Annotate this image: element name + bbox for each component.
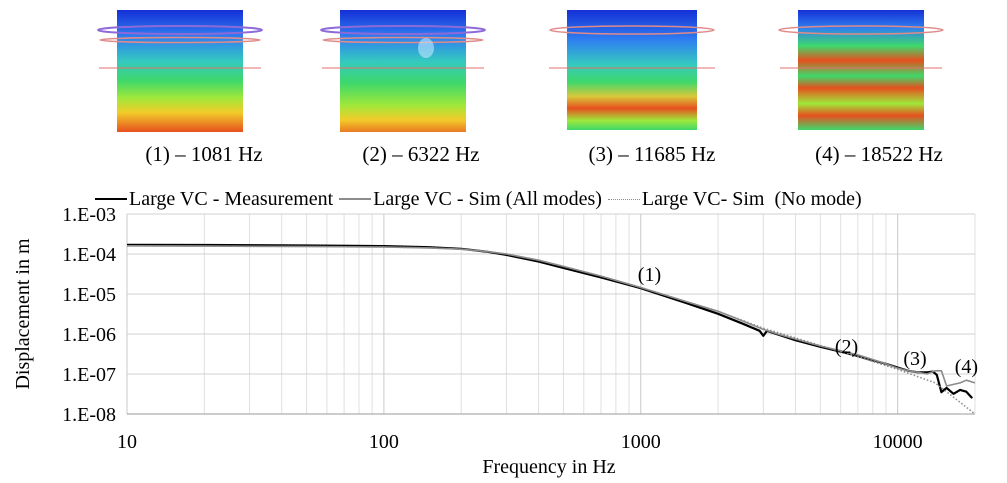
mode-annotation-1: (1): [638, 264, 661, 286]
legend-swatch-sim-all-modes: [339, 198, 372, 200]
mode-1-panel: [89, 0, 319, 176]
chart-series: [126, 243, 976, 415]
mode-2-panel: [306, 0, 536, 176]
mode-annotation-2: (2): [835, 336, 858, 358]
legend-swatch-measurement: [95, 198, 127, 200]
legend-swatch-sim-no-mode: [607, 198, 640, 200]
x-tick-label: 10000: [873, 431, 923, 453]
chart-grid: [126, 213, 976, 415]
y-tick-label: 1.E-05: [62, 284, 116, 306]
mode-3-caption: (3) – 11685 Hz: [588, 142, 716, 166]
mode-4-shape-image: [778, 10, 944, 130]
x-tick-label: 100: [369, 431, 399, 453]
y-tick-label: 1.E-08: [62, 404, 116, 426]
mode-3-shape-image: [549, 10, 715, 130]
mode-4-panel: [764, 0, 994, 176]
mode-annotation-3: (3): [903, 348, 926, 370]
y-tick-label: 1.E-06: [62, 324, 116, 346]
mode-1-shape-image: [97, 10, 263, 132]
y-tick-label: 1.E-03: [62, 205, 116, 226]
x-tick-label: 10: [117, 431, 137, 453]
legend-item-sim-all-modes: Large VC - Sim (All modes): [339, 188, 602, 211]
mode-annotation-4: (4): [955, 356, 978, 378]
y-axis-title: Displacement in m: [12, 238, 34, 390]
mode-4-caption: (4) – 18522 Hz: [815, 142, 943, 166]
mode-2-caption: (2) – 6322 Hz: [362, 142, 480, 166]
y-tick-label: 1.E-07: [62, 364, 116, 386]
mode-2-shape-image: [320, 10, 486, 132]
legend-label-sim-all-modes: Large VC - Sim (All modes): [373, 187, 602, 210]
legend-label-measurement: Large VC - Measurement: [129, 187, 334, 210]
x-tick-label: 1000: [621, 431, 661, 453]
series-line-3: [126, 245, 976, 415]
series-line-2: [126, 245, 976, 387]
legend-label-sim-no-mode: Large VC- Sim (No mode): [641, 187, 862, 210]
series-line-1: [126, 243, 974, 399]
chart-annotations: (1) (2) (3) (4): [638, 264, 978, 378]
x-axis-title: Frequency in Hz: [482, 456, 615, 478]
legend-item-sim-no-mode: Large VC- Sim (No mode): [607, 187, 862, 211]
legend-item-measurement: Large VC - Measurement: [95, 188, 333, 211]
y-tick-label: 1.E-04: [62, 244, 116, 266]
mode-3-panel: [537, 0, 767, 176]
chart-legend: Large VC - Measurement Large VC - Sim (A…: [95, 186, 862, 212]
mode-1-caption: (1) – 1081 Hz: [145, 142, 263, 166]
